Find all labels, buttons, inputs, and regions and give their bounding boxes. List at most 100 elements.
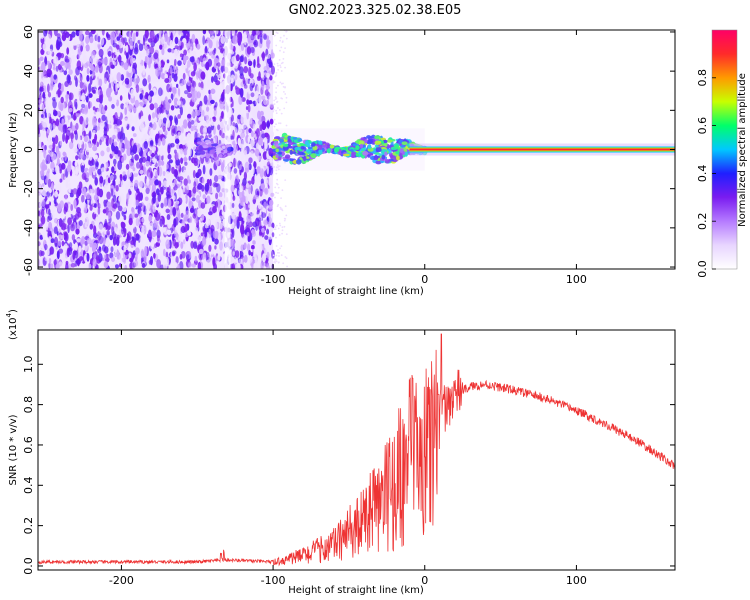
noise-blob	[153, 52, 159, 60]
noise-fringe-dot	[286, 265, 288, 268]
noise-blob	[83, 71, 88, 77]
noise-blob	[166, 214, 171, 221]
noise-blob	[198, 248, 204, 255]
noise-blob	[260, 95, 266, 101]
noise-blob	[143, 133, 148, 139]
noise-fringe-dot	[283, 107, 286, 110]
noise-blob	[195, 109, 201, 116]
noise-blob	[204, 203, 210, 211]
noise-blob	[70, 204, 74, 211]
noise-blob	[209, 186, 213, 193]
noise-blob	[142, 150, 147, 159]
noise-blob	[214, 238, 219, 245]
noise-blob	[68, 108, 73, 113]
noise-fringe-dot	[277, 160, 279, 163]
noise-blob	[82, 120, 85, 129]
noise-blob	[110, 246, 114, 253]
noise-blob	[157, 159, 162, 167]
noise-blob	[240, 244, 244, 252]
noise-blob	[191, 205, 195, 213]
noise-blob	[87, 117, 92, 122]
noise-blob	[139, 34, 143, 44]
noise-blob	[212, 205, 217, 214]
snr-xtick-label: -200	[109, 574, 134, 587]
noise-blob	[159, 218, 163, 227]
noise-blob	[187, 92, 192, 99]
noise-blob	[263, 34, 267, 40]
noise-blob	[64, 114, 68, 122]
noise-blob	[161, 137, 166, 146]
spectrogram-xtick-label: -200	[109, 273, 134, 286]
noise-fringe-dot	[279, 49, 281, 52]
noise-blob	[250, 150, 254, 158]
noise-blob	[95, 264, 99, 269]
noise-blob	[160, 36, 166, 44]
noise-blob	[173, 218, 177, 228]
noise-blob	[39, 200, 42, 210]
noise-blob	[167, 153, 172, 160]
noise-blob	[241, 207, 246, 213]
noise-blob	[57, 63, 62, 71]
noise-blob	[172, 206, 177, 216]
noise-blob	[239, 104, 242, 113]
noise-blob	[62, 132, 66, 142]
noise-blob	[194, 90, 198, 101]
noise-fringe-dot	[277, 64, 279, 67]
noise-blob	[165, 239, 171, 250]
noise-blob	[231, 56, 237, 64]
noise-blob	[180, 132, 184, 141]
noise-blob	[115, 211, 121, 220]
noise-fringe-dot	[276, 178, 279, 181]
noise-blob	[145, 104, 149, 112]
noise-blob	[68, 233, 71, 242]
noise-blob	[60, 162, 66, 170]
noise-fringe-dot	[274, 228, 277, 231]
noise-blob	[130, 55, 134, 65]
noise-blob	[256, 176, 261, 183]
noise-blob	[39, 169, 45, 176]
noise-blob	[45, 170, 50, 181]
noise-blob	[233, 143, 238, 153]
noise-blob	[48, 258, 52, 264]
noise-fringe-dot	[280, 70, 283, 72]
colorbar: 0.00.20.40.60.8 Normalized spectral ampl…	[696, 29, 748, 278]
noise-blob	[51, 181, 54, 190]
noise-blob	[246, 46, 252, 55]
noise-blob	[57, 52, 62, 58]
noise-blob	[176, 83, 179, 88]
noise-blob	[163, 206, 167, 217]
noise-blob	[134, 213, 139, 218]
noise-blob	[129, 49, 133, 56]
noise-blob	[47, 134, 51, 144]
noise-blob	[160, 202, 164, 209]
noise-blob	[197, 261, 202, 269]
noise-fringe-dot	[283, 34, 285, 37]
noise-blob	[162, 171, 166, 176]
signal-blob	[200, 141, 207, 144]
noise-blob	[104, 218, 108, 226]
noise-blob	[89, 223, 94, 230]
noise-blob	[106, 34, 111, 39]
noise-blob	[115, 185, 119, 192]
noise-blob	[178, 235, 183, 241]
noise-blob	[47, 178, 52, 188]
noise-blob	[160, 238, 166, 247]
noise-blob	[212, 49, 216, 56]
noise-fringe-dot	[277, 249, 279, 251]
noise-blob	[251, 261, 254, 269]
noise-fringe-dot	[275, 236, 277, 239]
signal-blob	[205, 153, 211, 159]
noise-blob	[43, 30, 48, 37]
noise-blob	[254, 173, 257, 183]
noise-blob	[61, 118, 65, 126]
noise-blob	[248, 157, 253, 164]
noise-blob	[86, 253, 90, 262]
noise-blob	[88, 153, 93, 161]
noise-blob	[88, 130, 92, 140]
noise-blob	[52, 141, 56, 150]
noise-blob	[73, 199, 77, 208]
noise-blob	[98, 48, 104, 58]
noise-blob	[250, 195, 254, 201]
noise-blob	[142, 78, 148, 87]
noise-blob	[268, 61, 273, 68]
